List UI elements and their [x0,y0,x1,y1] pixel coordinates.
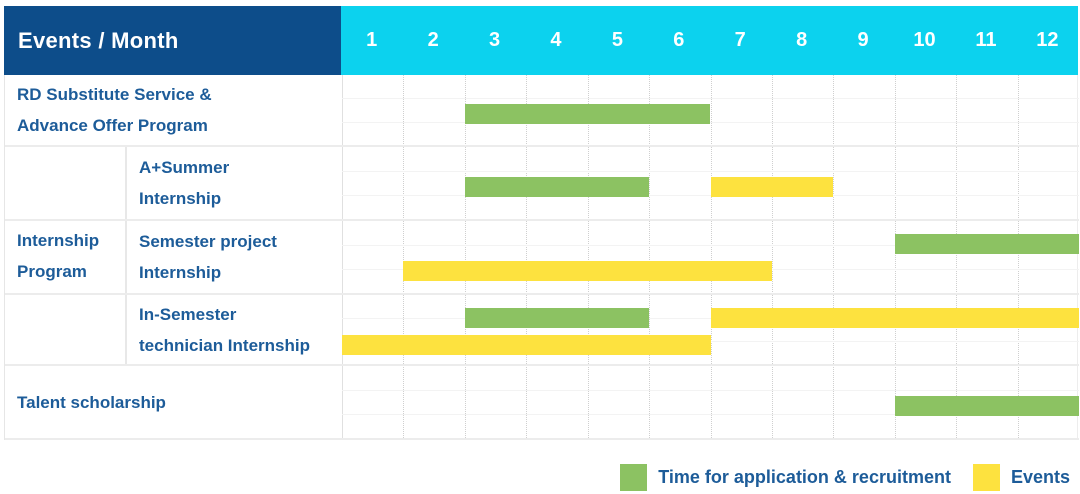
row-label-line: In-Semester [139,304,237,324]
row-chart-area [342,366,1079,438]
sub-gridline [342,121,1079,123]
row-label-semester-project-internship: Semester project Internship [125,221,342,293]
sub-gridline [342,98,1079,100]
gantt-bar-application [464,104,711,124]
month-gridline-column [894,75,956,440]
month-gridline-column [833,75,894,440]
legend-label-application: Time for application & recruitment [658,466,951,487]
row-label-line: Internship [139,189,222,208]
month-gridline-column [771,75,833,440]
month-gridline-column [464,75,526,440]
month-header-8: 8 [796,29,808,51]
row-label-rd-substitute-service-advance-offer-program: RD Substitute Service & Advance Offer Pro… [5,75,342,145]
legend-label-events: Events [1010,466,1070,487]
row-chart-area [342,221,1079,293]
row-chart-area [342,147,1079,219]
gantt-row-talent-scholarship: Talent scholarship [5,366,1079,440]
month-header-strip: 1 2 3 4 5 6 7 8 9 10 11 12 [341,6,1078,75]
row-label-line: Advance Offer Program [17,116,208,135]
row-chart-area [342,75,1079,145]
row-label-line: technician Internship [139,335,310,355]
month-header-10: 10 [913,29,936,51]
legend-item-events: Events [972,463,1070,491]
group-label-line: Program [17,261,87,281]
gantt-row-rd-substitute-service-advance-offer-program: RD Substitute Service & Advance Offer Pro… [5,75,1079,147]
gantt-bar-events [342,335,711,355]
gantt-bar-events [710,308,1079,328]
gantt-bar-application [464,177,650,197]
sub-gridline [342,389,1079,391]
gantt-row-semester-project-internship: Semester project Internship [5,221,1079,295]
group-label-line: Internship [17,230,100,250]
month-header-7: 7 [734,29,746,51]
row-label-talent-scholarship: Talent scholarship [5,366,342,438]
month-gridline-column [956,75,1017,440]
sub-gridline [342,340,1079,342]
gantt-row-in-semester-technician-internship: In-Semester technician Internship [5,295,1079,366]
legend-swatch-events [972,463,1000,491]
row-label-line: Semester project [139,232,277,251]
legend-swatch-application [620,463,648,491]
schedule-table: Events / Month 1 2 3 4 5 6 7 8 9 10 11 12 RD Substi… [4,6,1079,440]
events-month-header: Events / Month [4,6,341,75]
row-label-line: Talent scholarship [17,392,166,412]
month-header-9: 9 [857,29,869,51]
month-gridline-column [342,75,403,440]
legend-item-application: Time for application & recruitment [620,463,951,491]
sub-gridline [342,244,1079,246]
table-body: RD Substitute Service & Advance Offer Pro… [4,75,1079,440]
row-label-line: A+Summer [139,158,230,177]
gantt-bar-events [710,177,834,197]
month-gridline-column [1017,75,1079,440]
month-gridlines [342,75,1079,440]
month-header-4: 4 [550,29,562,51]
row-label-a-summer-internship: A+Summer Internship [125,147,342,219]
month-gridline-column [403,75,464,440]
month-header-5: 5 [611,29,623,51]
gantt-bar-application [464,308,650,328]
row-chart-area [342,295,1079,364]
month-gridline-column [649,75,710,440]
legend: Time for application & recruitment Events [620,463,1070,491]
events-month-header-label: Events / Month [18,27,179,53]
gantt-bar-application [894,234,1079,254]
gantt-bar-events [403,261,772,281]
month-gridline-column [526,75,587,440]
month-header-6: 6 [673,29,685,51]
gantt-bar-application [894,396,1079,416]
month-header-1: 1 [366,29,378,51]
month-gridline-column [710,75,772,440]
group-label-internship-program: Internship Program [5,147,125,366]
month-header-11: 11 [975,29,997,51]
month-header-2: 2 [427,29,439,51]
row-label-line: RD Substitute Service & [17,85,212,104]
row-label-line: Internship [139,263,222,282]
row-label-in-semester-technician-internship: In-Semester technician Internship [125,295,342,364]
month-gridline-column [587,75,649,440]
month-header-12: 12 [1036,29,1059,51]
month-header-3: 3 [488,29,501,51]
gantt-row-a-summer-internship: A+Summer Internship [5,147,1079,221]
sub-gridline [342,170,1079,172]
sub-gridline [342,413,1079,415]
